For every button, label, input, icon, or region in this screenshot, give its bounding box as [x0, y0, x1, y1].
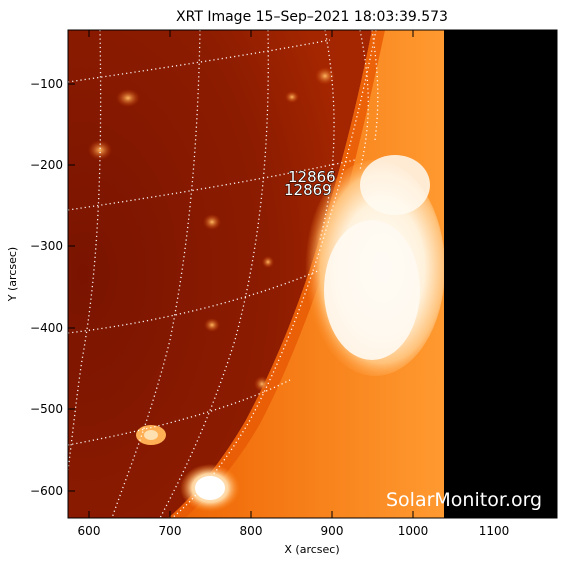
x-axis-title: X (arcsec) — [284, 543, 339, 556]
plot-frame — [67, 29, 558, 519]
x-tick-label: 600 — [78, 524, 101, 538]
x-axis-ticks — [88, 30, 495, 518]
x-tick-label: 1100 — [479, 524, 510, 538]
off-frame-region — [444, 30, 557, 518]
y-tick-label: −400 — [30, 321, 63, 335]
active-region-label-12866: 12866 — [288, 168, 336, 186]
x-tick-label: 800 — [240, 524, 263, 538]
y-axis-ticks — [68, 83, 557, 492]
y-tick-label: −100 — [30, 77, 63, 91]
active-region-label-12869: 12869 — [284, 181, 332, 199]
y-tick-label: −300 — [30, 239, 63, 253]
solar-image: 12866 12869 SolarMonitor.org — [68, 30, 557, 518]
y-tick-label: −600 — [30, 484, 63, 498]
coordinate-grid — [68, 30, 379, 518]
x-tick-label: 1000 — [398, 524, 429, 538]
y-tick-label: −200 — [30, 158, 63, 172]
solar-disk — [68, 30, 372, 518]
solarmonitor-watermark: SolarMonitor.org — [386, 489, 542, 511]
x-tick-label: 700 — [159, 524, 182, 538]
y-axis-title: Y (arcsec) — [6, 247, 19, 302]
plot-title: XRT Image 15–Sep–2021 18:03:39.573 — [176, 9, 448, 25]
x-tick-label: 900 — [321, 524, 344, 538]
y-tick-label: −500 — [30, 402, 63, 416]
